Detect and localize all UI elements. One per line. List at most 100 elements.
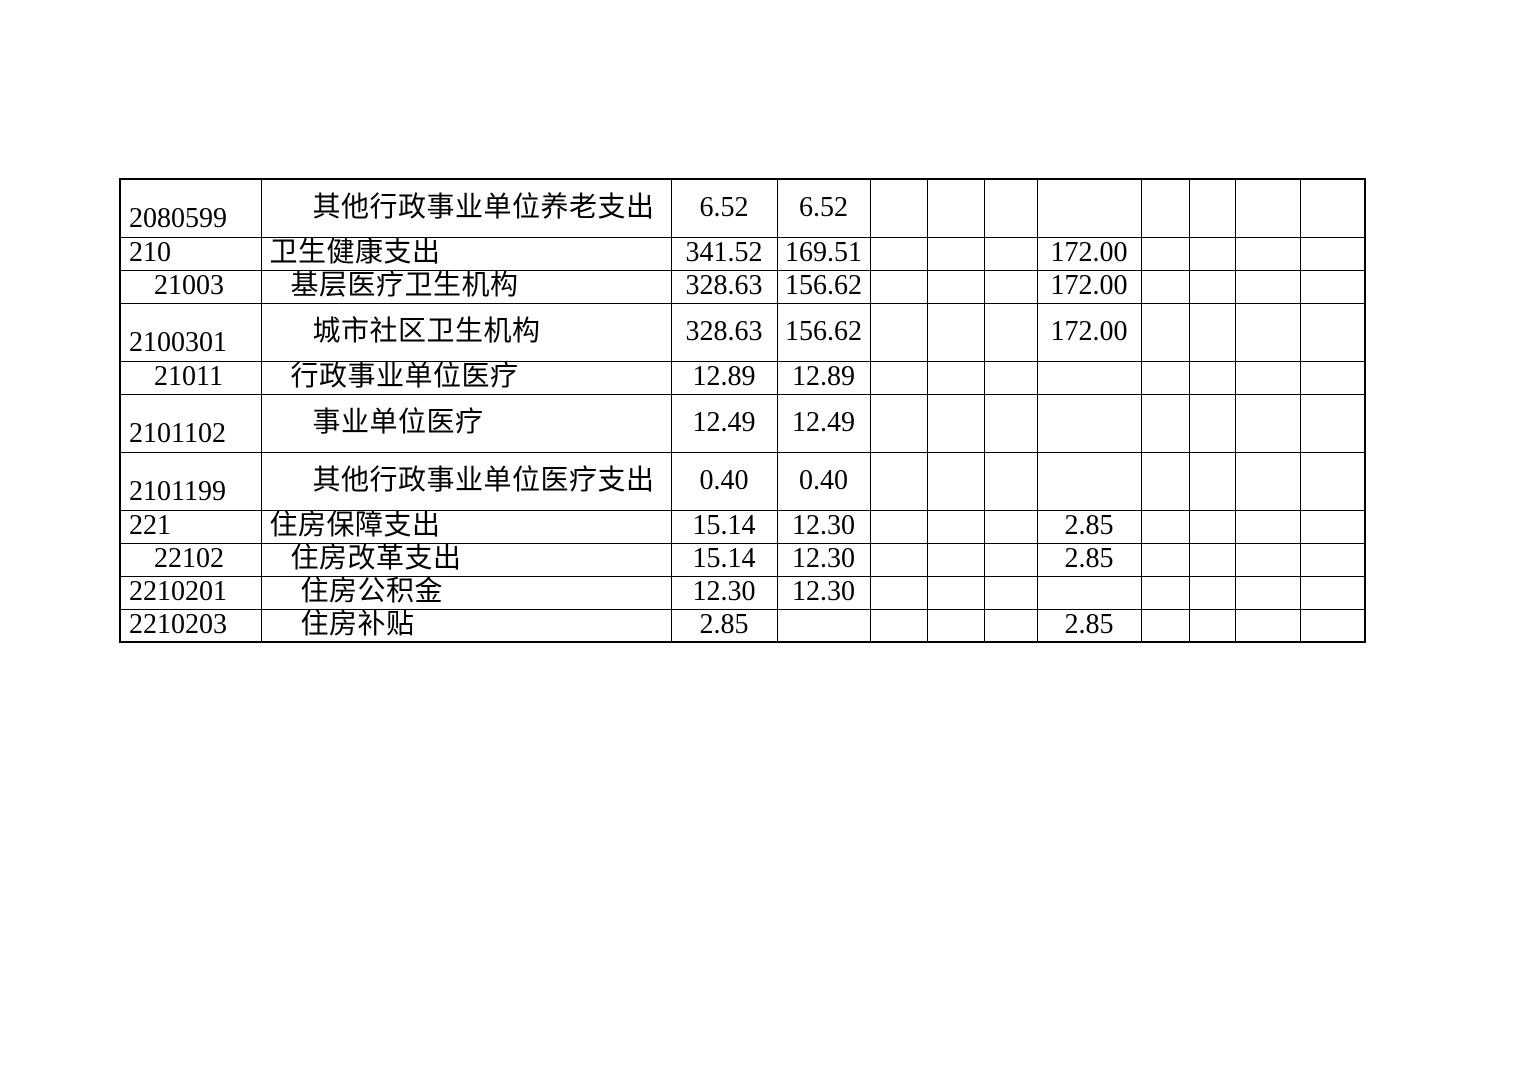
empty-amount-cell	[926, 236, 985, 271]
empty-amount-cell	[1188, 608, 1236, 643]
empty-amount-cell	[1140, 575, 1190, 610]
empty-amount-cell	[1140, 360, 1190, 395]
table-row: 221 住房保障支出 15.14 12.30 2.85	[119, 509, 1366, 544]
empty-amount-cell	[1140, 542, 1190, 577]
table-row: 2101199 其他行政事业单位医疗支出 0.40 0.40	[119, 451, 1366, 511]
empty-amount-cell	[1140, 302, 1190, 362]
empty-amount-cell	[926, 393, 985, 453]
empty-amount-cell	[1188, 236, 1236, 271]
empty-amount-cell	[1188, 542, 1236, 577]
empty-amount-cell	[869, 451, 928, 511]
description-cell: 住房保障支出	[260, 509, 672, 544]
empty-amount-cell	[1299, 302, 1366, 362]
empty-amount-cell	[1299, 608, 1366, 643]
amount-cell: 328.63	[670, 269, 778, 304]
table-row: 2210201 住房公积金 12.30 12.30	[119, 575, 1366, 610]
empty-amount-cell	[1188, 360, 1236, 395]
empty-amount-cell	[983, 509, 1038, 544]
empty-amount-cell	[983, 542, 1038, 577]
empty-amount-cell	[1234, 269, 1301, 304]
amount-cell: 15.14	[670, 509, 778, 544]
empty-amount-cell	[869, 575, 928, 610]
amount-cell: 2.85	[1036, 608, 1142, 643]
empty-amount-cell	[983, 302, 1038, 362]
empty-amount-cell	[1188, 269, 1236, 304]
empty-amount-cell	[983, 451, 1038, 511]
empty-amount-cell	[869, 302, 928, 362]
empty-amount-cell	[1299, 509, 1366, 544]
amount-cell: 341.52	[670, 236, 778, 271]
empty-amount-cell	[1299, 451, 1366, 511]
amount-cell: 12.49	[670, 393, 778, 453]
empty-amount-cell	[1234, 236, 1301, 271]
empty-amount-cell	[1140, 509, 1190, 544]
amount-cell: 12.30	[670, 575, 778, 610]
empty-amount-cell	[1234, 575, 1301, 610]
code-cell: 210	[119, 236, 262, 271]
amount-cell: 12.30	[776, 542, 871, 577]
description-cell: 卫生健康支出	[260, 236, 672, 271]
code-cell: 2101199	[119, 451, 262, 511]
amount-cell: 156.62	[776, 302, 871, 362]
amount-cell: 172.00	[1036, 269, 1142, 304]
empty-amount-cell	[1188, 302, 1236, 362]
empty-amount-cell	[869, 236, 928, 271]
empty-amount-cell	[869, 269, 928, 304]
empty-amount-cell	[1036, 575, 1142, 610]
code-cell: 2080599	[119, 178, 262, 238]
empty-amount-cell	[983, 608, 1038, 643]
empty-amount-cell	[1234, 393, 1301, 453]
amount-cell: 12.30	[776, 575, 871, 610]
empty-amount-cell	[926, 178, 985, 238]
table-row: 2101102 事业单位医疗 12.49 12.49	[119, 393, 1366, 453]
empty-amount-cell	[983, 360, 1038, 395]
amount-cell: 328.63	[670, 302, 778, 362]
code-cell: 2101102	[119, 393, 262, 453]
description-cell: 城市社区卫生机构	[260, 302, 672, 362]
table-row: 210 卫生健康支出 341.52 169.51 172.00	[119, 236, 1366, 271]
amount-cell: 2.85	[670, 608, 778, 643]
empty-amount-cell	[1140, 608, 1190, 643]
table-row: 2210203 住房补贴 2.85 2.85	[119, 608, 1366, 643]
amount-cell: 2.85	[1036, 542, 1142, 577]
empty-amount-cell	[1140, 178, 1190, 238]
empty-amount-cell	[983, 236, 1038, 271]
empty-amount-cell	[869, 608, 928, 643]
empty-amount-cell	[926, 302, 985, 362]
amount-cell: 6.52	[776, 178, 871, 238]
empty-amount-cell	[983, 178, 1038, 238]
empty-amount-cell	[1036, 360, 1142, 395]
empty-amount-cell	[1188, 178, 1236, 238]
empty-amount-cell	[926, 451, 985, 511]
amount-cell: 172.00	[1036, 302, 1142, 362]
empty-amount-cell	[1188, 451, 1236, 511]
description-cell: 住房补贴	[260, 608, 672, 643]
empty-amount-cell	[1036, 393, 1142, 453]
budget-table: 2080599 其他行政事业单位养老支出 6.52 6.52 210 卫生健康支出 341.…	[119, 178, 1366, 643]
empty-amount-cell	[869, 509, 928, 544]
empty-amount-cell	[926, 509, 985, 544]
table-row: 2100301 城市社区卫生机构 328.63 156.62 172.00	[119, 302, 1366, 362]
empty-amount-cell	[1234, 302, 1301, 362]
amount-cell: 0.40	[670, 451, 778, 511]
empty-amount-cell	[1234, 509, 1301, 544]
empty-amount-cell	[1140, 451, 1190, 511]
empty-amount-cell	[1234, 451, 1301, 511]
empty-amount-cell	[1140, 236, 1190, 271]
empty-amount-cell	[926, 575, 985, 610]
empty-amount-cell	[869, 178, 928, 238]
empty-amount-cell	[1036, 178, 1142, 238]
amount-cell: 2.85	[1036, 509, 1142, 544]
description-cell: 事业单位医疗	[260, 393, 672, 453]
description-cell: 住房改革支出	[260, 542, 672, 577]
empty-amount-cell	[926, 542, 985, 577]
empty-amount-cell	[776, 608, 871, 643]
empty-amount-cell	[1234, 360, 1301, 395]
empty-amount-cell	[869, 542, 928, 577]
amount-cell: 169.51	[776, 236, 871, 271]
empty-amount-cell	[1140, 269, 1190, 304]
empty-amount-cell	[1299, 393, 1366, 453]
description-cell: 行政事业单位医疗	[260, 360, 672, 395]
empty-amount-cell	[869, 393, 928, 453]
amount-cell: 6.52	[670, 178, 778, 238]
